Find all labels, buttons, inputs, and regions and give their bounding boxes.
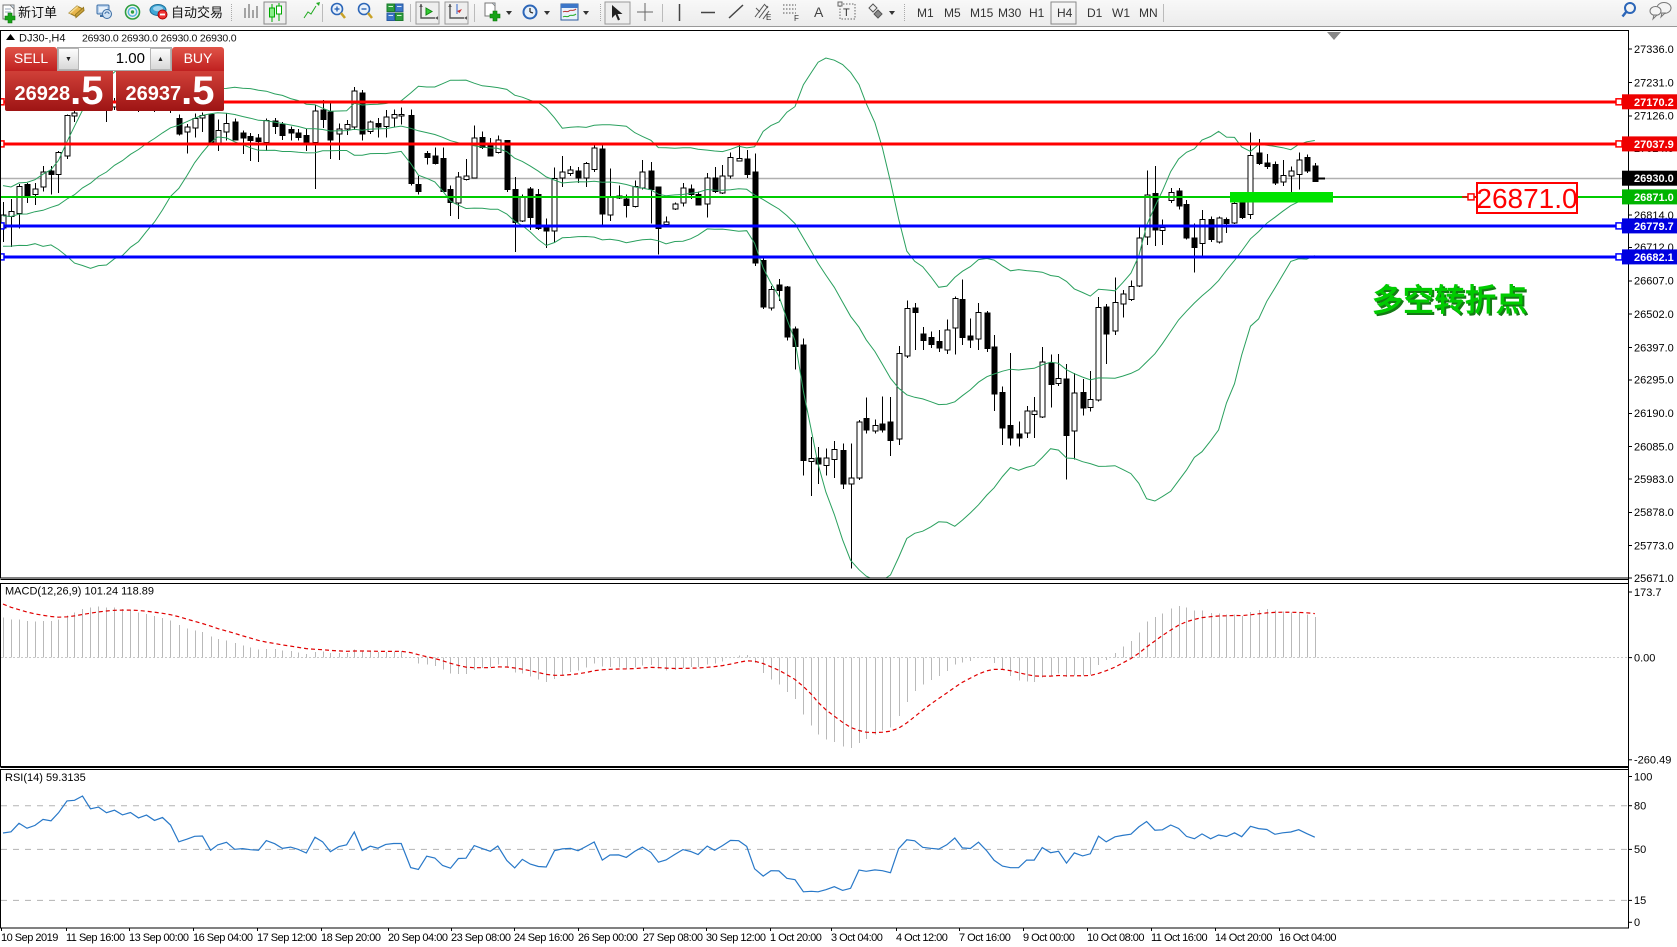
svg-text:26 Sep 00:00: 26 Sep 00:00 [578, 932, 638, 944]
svg-text:M1: M1 [917, 6, 934, 20]
svg-text:26085.0: 26085.0 [1634, 441, 1674, 453]
svg-text:11 Oct 16:00: 11 Oct 16:00 [1151, 932, 1208, 944]
svg-text:自动交易: 自动交易 [171, 5, 223, 20]
svg-text:DJ30-,H4: DJ30-,H4 [19, 33, 65, 45]
svg-text:3 Oct 04:00: 3 Oct 04:00 [831, 932, 883, 944]
svg-text:100: 100 [1634, 771, 1652, 783]
svg-text:0: 0 [1634, 917, 1640, 929]
svg-text:H4: H4 [1057, 6, 1073, 20]
svg-text:13 Sep 00:00: 13 Sep 00:00 [129, 932, 189, 944]
svg-text:RSI(14) 59.3135: RSI(14) 59.3135 [5, 772, 86, 784]
svg-text:26871.0: 26871.0 [1476, 183, 1577, 214]
svg-text:27126.0: 27126.0 [1634, 111, 1674, 123]
svg-text:多空转折点: 多空转折点 [1372, 283, 1527, 318]
svg-text:15: 15 [1634, 895, 1646, 907]
svg-text:27037.9: 27037.9 [1634, 139, 1674, 151]
svg-text:A: A [814, 4, 824, 20]
svg-text:25878.0: 25878.0 [1634, 507, 1674, 519]
svg-text:26682.1: 26682.1 [1634, 252, 1674, 264]
svg-text:173.7: 173.7 [1634, 587, 1662, 599]
svg-text:17 Sep 12:00: 17 Sep 12:00 [257, 932, 317, 944]
svg-text:26502.0: 26502.0 [1634, 309, 1674, 321]
svg-text:16 Sep 04:00: 16 Sep 04:00 [193, 932, 253, 944]
svg-text:26607.0: 26607.0 [1634, 276, 1674, 288]
svg-text:26295.0: 26295.0 [1634, 375, 1674, 387]
svg-text:16 Oct 04:00: 16 Oct 04:00 [1279, 932, 1336, 944]
svg-text:10 Oct 08:00: 10 Oct 08:00 [1087, 932, 1144, 944]
svg-text:26930.0 26930.0 26930.0 26930.: 26930.0 26930.0 26930.0 26930.0 [82, 33, 237, 45]
svg-text:MN: MN [1139, 6, 1158, 20]
svg-text:0.00: 0.00 [1634, 652, 1655, 664]
svg-text:新订单: 新订单 [18, 5, 57, 20]
svg-text:27170.2: 27170.2 [1634, 97, 1674, 109]
svg-text:M15: M15 [970, 6, 994, 20]
svg-text:27 Sep 08:00: 27 Sep 08:00 [643, 932, 703, 944]
svg-text:T: T [843, 7, 850, 19]
svg-text:20 Sep 04:00: 20 Sep 04:00 [388, 932, 448, 944]
svg-text:11 Sep 16:00: 11 Sep 16:00 [66, 932, 125, 944]
svg-text:26190.0: 26190.0 [1634, 408, 1674, 420]
svg-text:-260.49: -260.49 [1634, 755, 1671, 767]
svg-text:M5: M5 [944, 6, 961, 20]
svg-text:D1: D1 [1087, 6, 1103, 20]
svg-text:30 Sep 12:00: 30 Sep 12:00 [706, 932, 766, 944]
svg-text:26930.0: 26930.0 [1634, 173, 1674, 185]
svg-text:26871.0: 26871.0 [1634, 192, 1674, 204]
svg-text:14 Oct 20:00: 14 Oct 20:00 [1215, 932, 1272, 944]
svg-text:1 Oct 20:00: 1 Oct 20:00 [770, 932, 822, 944]
svg-text:50: 50 [1634, 844, 1646, 856]
svg-text:10 Sep 2019: 10 Sep 2019 [1, 932, 58, 944]
svg-text:27231.0: 27231.0 [1634, 77, 1674, 89]
svg-text:H1: H1 [1029, 6, 1045, 20]
svg-text:E: E [766, 13, 771, 22]
svg-text:25773.0: 25773.0 [1634, 541, 1674, 553]
svg-text:25983.0: 25983.0 [1634, 474, 1674, 486]
svg-text:26397.0: 26397.0 [1634, 342, 1674, 354]
svg-text:W1: W1 [1112, 6, 1130, 20]
svg-text:9 Oct 00:00: 9 Oct 00:00 [1023, 932, 1075, 944]
svg-text:25671.0: 25671.0 [1634, 573, 1674, 585]
svg-text:MACD(12,26,9) 101.24 118.89: MACD(12,26,9) 101.24 118.89 [5, 586, 154, 598]
svg-text:80: 80 [1634, 801, 1646, 813]
svg-text:23 Sep 08:00: 23 Sep 08:00 [451, 932, 511, 944]
svg-text:24 Sep 16:00: 24 Sep 16:00 [514, 932, 574, 944]
svg-text:7 Oct 16:00: 7 Oct 16:00 [959, 932, 1011, 944]
svg-text:F: F [794, 14, 799, 23]
svg-text:18 Sep 20:00: 18 Sep 20:00 [321, 932, 381, 944]
svg-text:M30: M30 [998, 6, 1022, 20]
svg-text:4 Oct 12:00: 4 Oct 12:00 [896, 932, 948, 944]
svg-text:27336.0: 27336.0 [1634, 44, 1674, 56]
svg-text:26779.7: 26779.7 [1634, 221, 1674, 233]
